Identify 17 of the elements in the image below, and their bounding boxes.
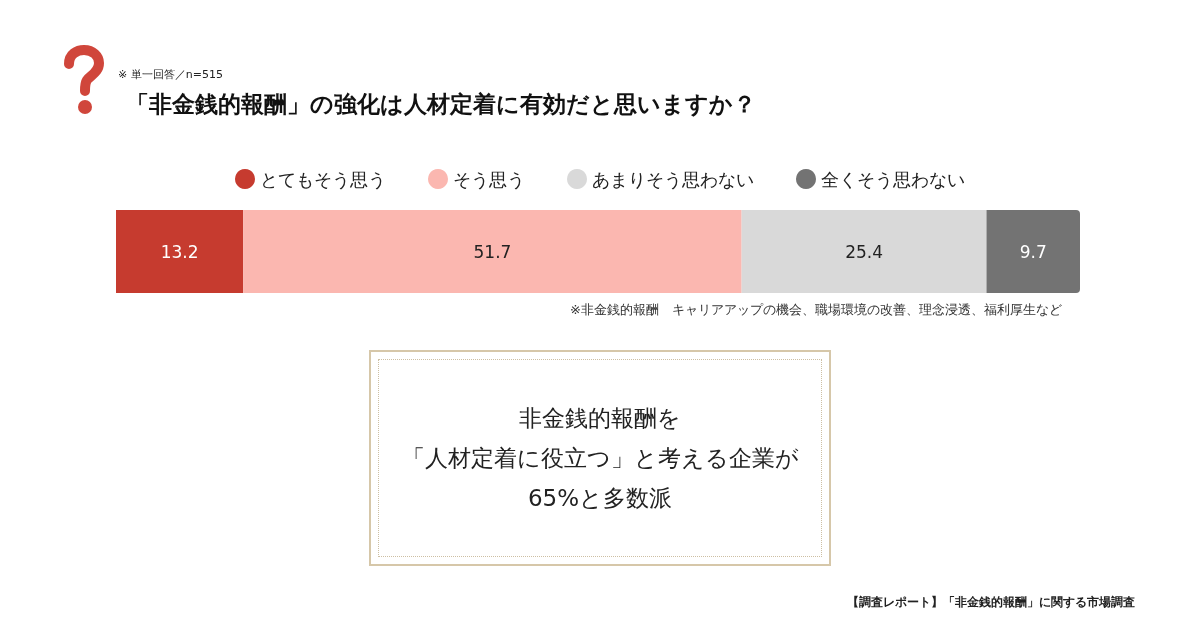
data-label: 25.4 <box>845 241 883 262</box>
legend-label: そう思う <box>453 168 525 190</box>
bar <box>986 210 1080 293</box>
bar <box>116 210 244 293</box>
legend-label: 全くそう思わない <box>821 168 965 190</box>
data-label: 13.2 <box>160 241 199 262</box>
double-frame: 非金銭的報酬を 「人材定着に役立つ」と考える企業が 65%と多数派 <box>369 350 831 566</box>
text: 【調査レポート】「非金銭的報酬」に関する市場調査 <box>847 595 1135 609</box>
chart-title: 「非金銭的報酬」の強化は人材定着に有効だと思いますか？ <box>126 90 756 117</box>
legend-label: あまりそう思わない <box>592 168 754 190</box>
data-label: 9.7 <box>1019 241 1047 262</box>
bar <box>243 210 742 293</box>
legend-label: とてもそう思う <box>260 168 386 190</box>
bar <box>741 210 987 293</box>
data-label: 51.7 <box>473 241 512 262</box>
text: ※非金銭的報酬 キャリアアップの機会、職場環境の改善、理念浸透、福利厚生など <box>570 302 1063 317</box>
chart-subtitle: ※ 単一回答／n=515 <box>118 68 223 81</box>
